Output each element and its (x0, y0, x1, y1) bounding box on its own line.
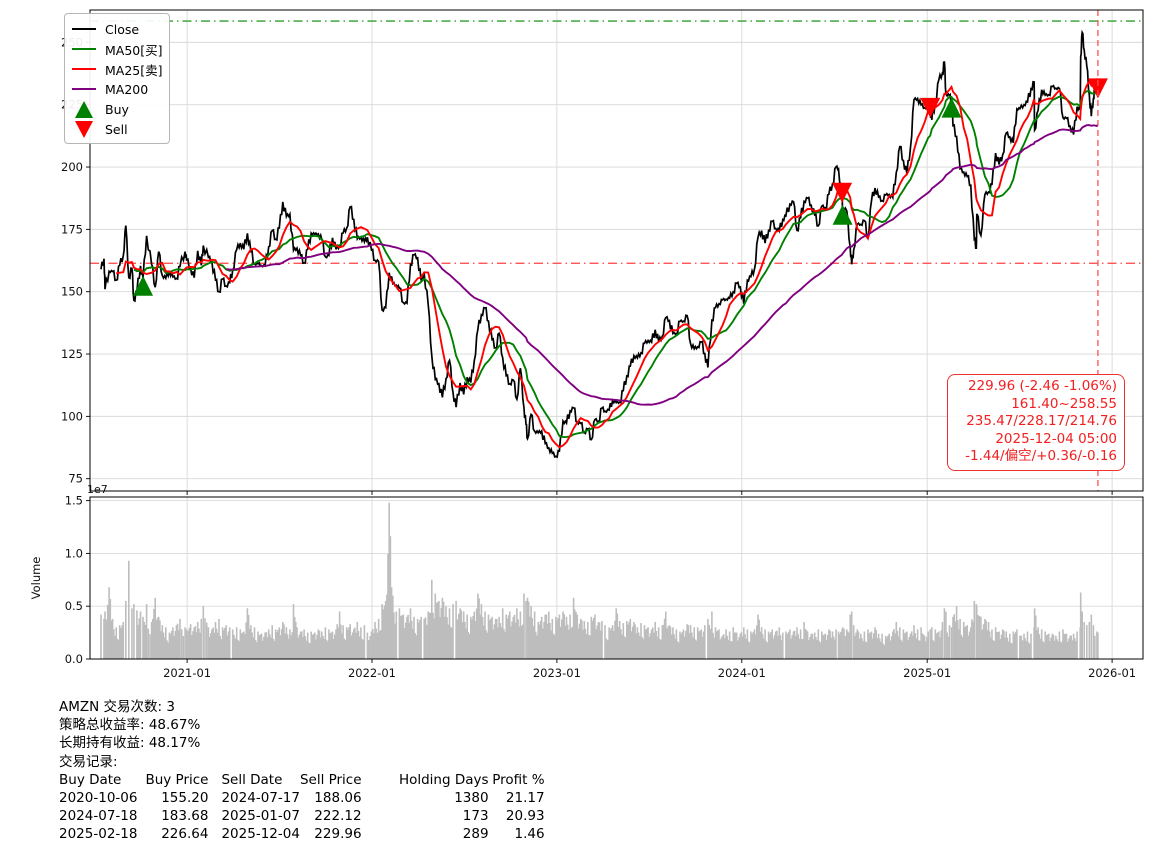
x-tick-label: 2021-01 (163, 666, 211, 680)
summary-strategy-return: 策略总收益率: 48.67% (59, 717, 201, 734)
legend-item-buy: Buy (72, 99, 162, 119)
x-tick-label: 2023-01 (533, 666, 581, 680)
x-tick-label: 2024-01 (718, 666, 766, 680)
volume-tick-label: 0.0 (65, 652, 83, 666)
x-tick-label: 2022-01 (348, 666, 396, 680)
annotation-line: -1.44/偏空/+0.36/-0.16 (965, 448, 1117, 465)
sell-marker-icon (75, 120, 93, 138)
sell-marker (832, 182, 853, 203)
table-cell: 155.20 (161, 790, 209, 807)
volume-bars (100, 502, 1099, 659)
price-tick-label: 100 (61, 409, 83, 423)
price-tick-label: 125 (61, 347, 83, 361)
summary-records-label: 交易记录: (59, 753, 118, 770)
legend-line-sample (72, 28, 96, 30)
price-tick-label: 200 (61, 160, 83, 174)
legend-label: Close (105, 21, 140, 37)
legend: Close MA50[买] MA25[卖] MA200 Buy Sell (64, 13, 170, 144)
table-row: 2020-10-06 155.20 2024-07-17 188.06 1380 21.1… (59, 789, 545, 807)
table-cell: 226.64 (161, 826, 209, 843)
ma200-series (226, 123, 1099, 406)
legend-label: Buy (105, 101, 129, 117)
ma25-series (116, 77, 1099, 449)
legend-line-sample (72, 68, 96, 70)
table-header: Profit % (492, 771, 545, 788)
annotation-line: 161.40~258.55 (1011, 395, 1117, 412)
table-cell: 20.93 (505, 808, 545, 825)
ma200-line (226, 123, 1099, 406)
summary-trades: AMZN 交易次数: 3 (59, 699, 175, 715)
buy-markers (133, 97, 962, 296)
table-row: 2025-02-18 226.64 2025-12-04 229.96 289 1.46 (59, 825, 545, 843)
ma25-line (116, 77, 1099, 449)
table-cell: 2025-01-07 (221, 808, 300, 825)
price-tick-label: 175 (61, 222, 83, 236)
table-cell: 173 (462, 808, 489, 825)
volume-axis-offset-label: 1e7 (87, 483, 108, 496)
x-tick-label: 2025-01 (903, 666, 951, 680)
legend-label: MA200 (105, 81, 149, 97)
table-header-row: Buy Date Buy Price Sell Date Sell Price Hold… (59, 771, 545, 789)
axes-frame (86, 9, 1144, 663)
reference-lines (90, 20, 1143, 264)
volume-tick-label: 1.5 (65, 494, 83, 508)
table-cell: 188.06 (314, 790, 362, 807)
legend-item-ma200: MA200 (72, 79, 162, 99)
legend-item-ma25: MA25[卖] (72, 59, 163, 79)
strategy-summary: AMZN 交易次数: 3 策略总收益率: 48.67% 长期持有收益: 48.1… (59, 698, 545, 844)
legend-label: Sell (105, 121, 128, 137)
table-row: 2024-07-18 183.68 2025-01-07 222.12 173 20.93 (59, 807, 545, 825)
table-cell: 2020-10-06 (59, 790, 138, 807)
annotation-box: 229.96 (-2.46 -1.06%) 161.40~258.55 235.47… (947, 374, 1125, 471)
table-header: Buy Price (145, 771, 209, 788)
annotation-line: 229.96 (-2.46 -1.06%) (967, 378, 1117, 394)
table-header: Sell Date (221, 771, 283, 788)
legend-item-ma50: MA50[买] (72, 39, 163, 59)
table-cell: 289 (462, 826, 489, 843)
price-tick-label: 150 (61, 285, 83, 299)
table-header: Buy Date (59, 771, 122, 788)
buy-marker (133, 275, 154, 296)
price-volume-chart: 2021-01 2022-01 2023-01 2024-01 2025-01 2026-… (61, 9, 1144, 680)
table-cell: 2024-07-18 (59, 808, 138, 825)
buy-marker-icon (75, 100, 93, 118)
table-cell: 2024-07-17 (221, 790, 300, 807)
x-tick-label: 2026-01 (1088, 666, 1136, 680)
tick-labels: 2021-01 2022-01 2023-01 2024-01 2025-01 2026-… (61, 35, 1136, 680)
table-cell: 1380 (454, 790, 489, 807)
trade-records-table: Buy Date Buy Price Sell Date Sell Price Hold… (59, 771, 545, 844)
table-cell: 229.96 (314, 826, 362, 843)
legend-item-sell: Sell (72, 119, 162, 139)
buy-marker (941, 97, 962, 118)
volume-axis-label: Volume (29, 556, 43, 600)
sell-markers (832, 78, 1108, 203)
table-cell: 1.46 (514, 826, 545, 843)
table-cell: 2025-02-18 (59, 826, 138, 843)
annotation-line: 2025-12-04 05:00 (995, 430, 1117, 447)
sell-marker (1087, 78, 1108, 99)
table-header: Holding Days (398, 771, 489, 788)
legend-label: MA50[买] (105, 42, 163, 58)
volume-tick-label: 0.5 (65, 599, 83, 613)
price-tick-label: 75 (68, 472, 83, 486)
table-header: Sell Price (299, 771, 362, 788)
table-cell: 183.68 (161, 808, 209, 825)
legend-line-sample (72, 48, 96, 50)
buy-marker (832, 204, 853, 225)
legend-label: MA25[卖] (105, 62, 163, 78)
annotation-line: 235.47/228.17/214.76 (966, 413, 1117, 430)
table-cell: 2025-12-04 (221, 826, 300, 843)
legend-item-close: Close (72, 19, 162, 39)
legend-line-sample (72, 88, 96, 90)
summary-hold-return: 长期持有收益: 48.17% (59, 735, 201, 752)
sell-marker (920, 97, 941, 118)
gridlines (90, 10, 1143, 660)
table-cell: 222.12 (314, 808, 362, 825)
table-cell: 21.17 (505, 790, 545, 807)
volume-tick-label: 1.0 (65, 546, 83, 560)
